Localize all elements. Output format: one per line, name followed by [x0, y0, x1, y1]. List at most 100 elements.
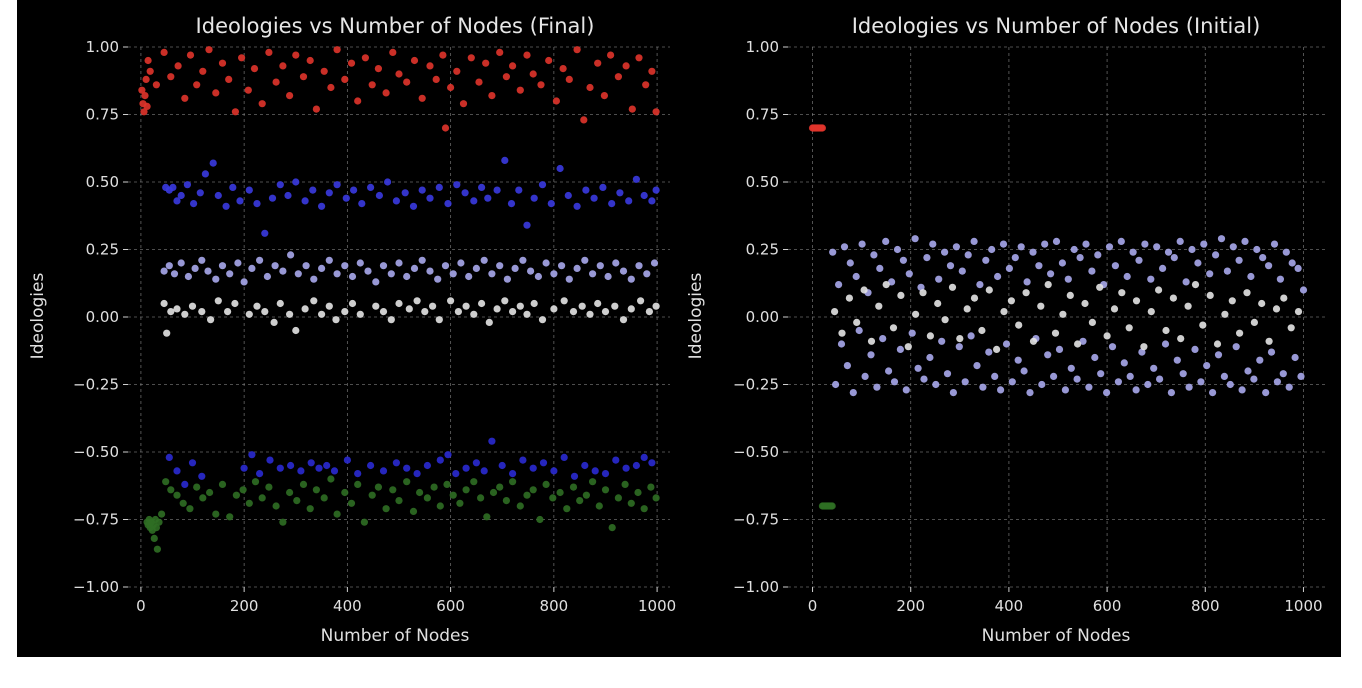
data-point — [569, 483, 578, 491]
data-point — [952, 243, 961, 251]
y-tick-label: −0.75 — [733, 511, 779, 529]
y-axis-label-final: Ideologies — [28, 273, 48, 360]
data-point — [395, 299, 403, 308]
data-point — [325, 256, 333, 264]
data-point — [1258, 299, 1266, 308]
data-point — [1243, 289, 1251, 297]
data-point — [904, 343, 912, 351]
data-point — [1267, 348, 1276, 356]
data-point — [1108, 343, 1117, 351]
y-tick-label: 1.00 — [746, 38, 779, 56]
data-point — [1203, 362, 1211, 370]
data-point — [379, 467, 388, 475]
data-point — [379, 308, 388, 316]
data-point — [612, 456, 620, 464]
data-point — [302, 262, 310, 270]
x-tick-label: 0 — [808, 597, 818, 615]
data-point — [852, 272, 860, 281]
data-point — [560, 297, 568, 305]
data-point — [204, 267, 212, 275]
data-point — [222, 202, 230, 210]
data-point — [1291, 353, 1299, 362]
data-point — [292, 326, 300, 335]
data-point — [1194, 259, 1202, 267]
figure-canvas: 1.00 0.75 0.50 0.25 0.00 −0.25 −0.50 −0.75 −1.00… — [28, 14, 1328, 646]
data-point — [306, 505, 314, 513]
data-point — [523, 310, 531, 318]
y-tick-label: −0.75 — [73, 511, 119, 529]
data-point — [846, 259, 854, 267]
data-point — [467, 54, 475, 62]
data-point — [1070, 245, 1078, 254]
data-point — [488, 270, 496, 278]
data-point — [1253, 245, 1261, 254]
data-point — [1014, 356, 1022, 364]
data-point — [287, 251, 295, 259]
data-point — [350, 186, 358, 194]
data-point — [493, 305, 501, 313]
data-point — [201, 170, 209, 178]
data-point — [181, 480, 189, 488]
data-point — [997, 386, 1005, 394]
data-point — [1125, 324, 1133, 332]
data-point — [245, 499, 253, 507]
data-point — [405, 305, 413, 313]
data-point — [258, 100, 266, 108]
data-point — [860, 286, 868, 294]
data-point — [1250, 318, 1258, 326]
data-point — [1188, 245, 1196, 254]
data-point — [144, 56, 152, 65]
data-point — [325, 189, 333, 197]
data-point — [1074, 340, 1082, 348]
data-point — [236, 197, 244, 205]
y-tick-label: 0.25 — [86, 241, 119, 259]
data-point — [581, 256, 589, 264]
data-point — [1141, 240, 1149, 248]
data-point — [1091, 353, 1099, 362]
data-point — [423, 461, 431, 470]
data-point — [1051, 329, 1060, 337]
x-tick-label: 1000 — [1284, 597, 1322, 615]
data-point — [829, 248, 837, 256]
data-point — [1238, 386, 1246, 394]
data-point — [410, 56, 419, 65]
data-point — [502, 497, 510, 505]
data-point — [648, 67, 656, 75]
data-point — [310, 275, 318, 283]
data-point — [545, 56, 553, 65]
data-point — [832, 380, 840, 389]
data-point — [902, 386, 910, 394]
data-point — [307, 459, 315, 467]
data-point — [1111, 262, 1119, 270]
data-point — [392, 197, 400, 205]
data-point — [318, 310, 326, 318]
data-point — [141, 92, 149, 100]
data-point — [1179, 370, 1187, 378]
data-point — [330, 467, 339, 475]
data-point — [214, 191, 222, 200]
data-point — [1220, 372, 1228, 380]
data-point — [929, 240, 937, 248]
data-point — [286, 310, 294, 318]
data-point — [496, 262, 504, 270]
data-point — [1197, 378, 1205, 386]
data-point — [1129, 248, 1137, 256]
data-point — [589, 478, 597, 486]
data-point — [1097, 370, 1105, 378]
data-point — [601, 486, 610, 494]
data-point — [251, 478, 260, 486]
data-point — [279, 518, 287, 526]
data-point — [199, 67, 207, 75]
data-point — [1247, 272, 1255, 281]
data-point — [537, 81, 545, 89]
data-point — [589, 270, 597, 278]
data-point — [591, 467, 599, 475]
data-point — [232, 491, 240, 499]
data-point — [165, 262, 173, 270]
data-point — [212, 89, 220, 97]
data-point — [888, 278, 896, 286]
data-point — [341, 488, 349, 497]
y-tick-label: −0.50 — [73, 443, 119, 461]
data-point — [418, 256, 426, 264]
data-point — [619, 267, 628, 275]
